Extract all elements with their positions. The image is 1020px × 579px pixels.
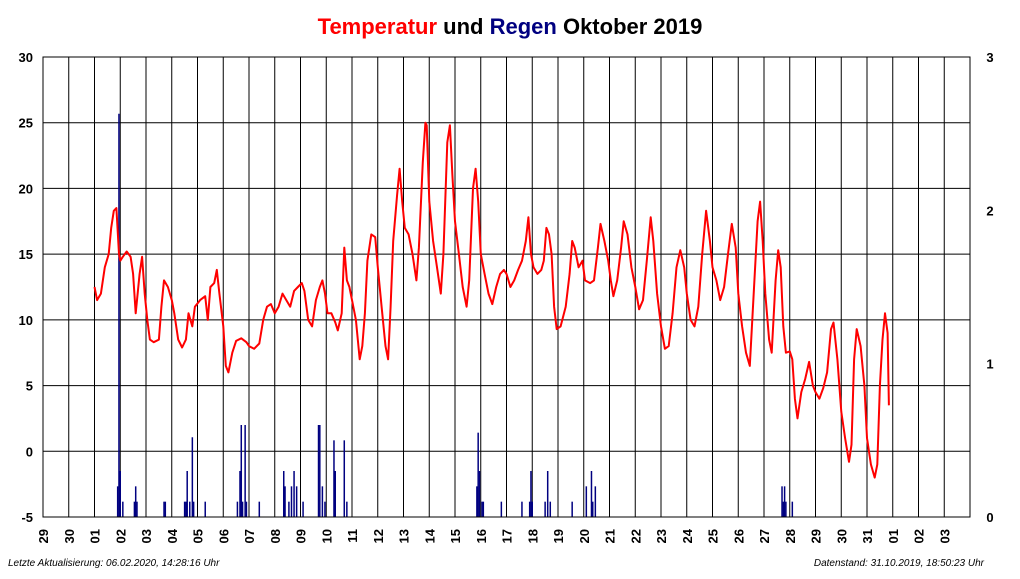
x-tick-label: 26 <box>731 529 746 543</box>
y-right-tick-label: 0 <box>986 510 993 525</box>
x-tick-label: 14 <box>422 528 437 543</box>
x-tick-label: 31 <box>860 529 875 543</box>
x-tick-label: 29 <box>809 529 824 543</box>
footer-last-update: Letzte Aktualisierung: 06.02.2020, 14:28… <box>8 558 220 569</box>
x-tick-label: 08 <box>268 529 283 543</box>
x-tick-label: 07 <box>242 529 257 543</box>
x-tick-label: 30 <box>62 529 77 543</box>
x-tick-label: 02 <box>912 529 927 543</box>
x-tick-label: 18 <box>525 529 540 543</box>
y-left-tick-label: 25 <box>19 116 33 131</box>
title-part-temperature: Temperatur <box>317 14 438 39</box>
x-tick-label: 02 <box>113 529 128 543</box>
y-right-tick-label: 2 <box>986 203 993 218</box>
y-left-tick-label: 30 <box>19 50 33 65</box>
x-tick-label: 30 <box>834 529 849 543</box>
y-left-tick-label: 10 <box>19 313 33 328</box>
x-tick-label: 10 <box>319 529 334 543</box>
y-left-tick-label: -5 <box>21 510 33 525</box>
x-tick-label: 01 <box>88 529 103 543</box>
x-tick-label: 01 <box>886 529 901 543</box>
x-tick-label: 27 <box>757 529 772 543</box>
x-tick-label: 19 <box>551 529 566 543</box>
title-part-und: und <box>437 14 490 39</box>
plot-frame <box>42 56 971 518</box>
y-right-tick-label: 1 <box>986 357 993 372</box>
x-tick-label: 25 <box>706 529 721 543</box>
x-tick-label: 05 <box>191 529 206 543</box>
x-tick-label: 17 <box>500 529 515 543</box>
title-part-month: Oktober 2019 <box>556 14 703 39</box>
x-tick-label: 28 <box>783 529 798 543</box>
x-tick-label: 03 <box>139 529 154 543</box>
y-left-tick-label: 5 <box>26 379 33 394</box>
x-tick-label: 20 <box>577 529 592 543</box>
x-tick-label: 15 <box>448 529 463 543</box>
y-left-tick-label: 15 <box>19 247 33 262</box>
y-right-tick-label: 3 <box>986 50 993 65</box>
x-tick-label: 12 <box>371 529 386 543</box>
x-tick-label: 22 <box>628 529 643 543</box>
y-left-tick-label: 20 <box>19 181 33 196</box>
y-left-tick-label: 0 <box>26 444 33 459</box>
title-part-rain: Regen <box>489 14 557 39</box>
x-tick-label: 06 <box>216 529 231 543</box>
x-tick-label: 09 <box>294 529 309 543</box>
x-tick-label: 04 <box>165 528 180 543</box>
x-tick-label: 21 <box>603 529 618 543</box>
x-tick-label: 11 <box>345 529 360 543</box>
x-tick-label: 23 <box>654 529 669 543</box>
x-tick-label: 16 <box>474 529 489 543</box>
temperature-line <box>93 121 890 479</box>
footer-data-status: Datenstand: 31.10.2019, 18:50:23 Uhr <box>813 558 984 569</box>
x-tick-label: 13 <box>397 529 412 543</box>
x-tick-label: 03 <box>937 529 952 543</box>
chart-title: Temperatur und Regen Oktober 2019 <box>0 14 1020 40</box>
x-tick-label: 29 <box>36 529 51 543</box>
x-tick-label: 24 <box>680 528 695 543</box>
